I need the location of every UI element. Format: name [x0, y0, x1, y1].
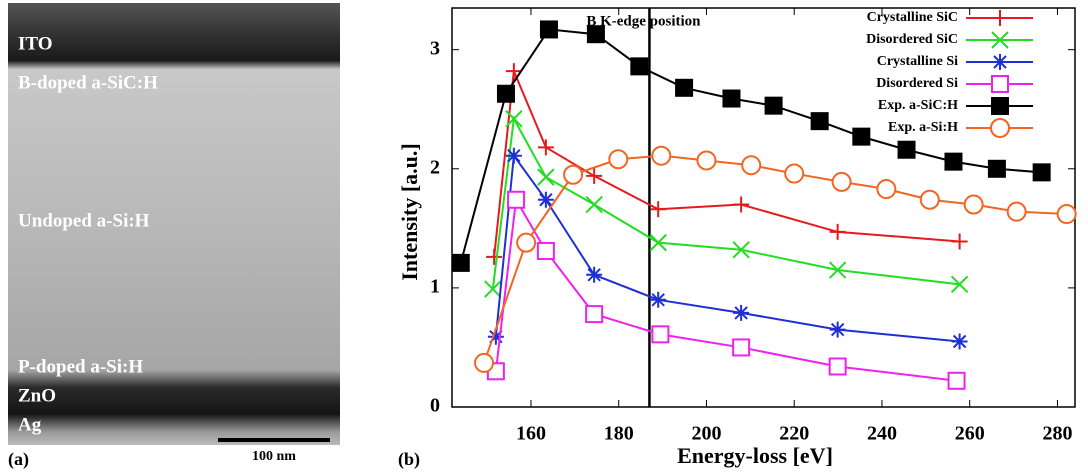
layer-label: ITO	[18, 33, 53, 54]
data-point	[833, 173, 851, 191]
figure: ITO B-doped a-SiC:H Undoped a-Si:H P-doped …	[0, 0, 1088, 470]
y-tick-label: 1	[430, 275, 440, 297]
panel-label: (b)	[398, 449, 420, 470]
x-tick-label: 200	[691, 423, 721, 445]
y-tick-label: 2	[430, 156, 440, 178]
data-point	[652, 326, 668, 342]
data-point	[506, 148, 522, 164]
series-line	[496, 200, 957, 381]
legend-label: Exp. a-Si:H	[888, 120, 958, 135]
data-point	[733, 339, 749, 355]
layer-label: ZnO	[18, 385, 56, 406]
data-point	[564, 166, 582, 184]
data-point	[949, 373, 965, 389]
data-point	[742, 156, 760, 174]
layer-label: Ag	[18, 414, 42, 435]
x-tick-label: 280	[1042, 423, 1072, 445]
legend-label: Disordered SiC	[866, 32, 958, 47]
data-point	[586, 306, 602, 322]
data-point	[830, 224, 846, 240]
legend-marker	[992, 54, 1008, 70]
panel-label: (a)	[8, 449, 29, 470]
data-point	[508, 192, 524, 208]
data-point	[609, 150, 627, 168]
data-point	[676, 80, 692, 96]
data-point	[475, 354, 493, 372]
x-axis-label: Energy-loss [eV]	[677, 443, 833, 468]
data-point	[538, 243, 554, 259]
legend-label: Crystalline SiC	[867, 10, 958, 25]
data-point	[733, 305, 749, 321]
data-point	[586, 197, 602, 213]
data-point	[723, 91, 739, 107]
y-tick-label: 0	[430, 395, 440, 417]
data-point	[588, 26, 604, 42]
data-point	[506, 63, 522, 79]
data-point	[766, 98, 782, 114]
data-point	[538, 169, 554, 185]
data-point	[586, 267, 602, 283]
data-point	[899, 142, 915, 158]
x-tick-label: 240	[867, 423, 897, 445]
legend-label: Disordered Si	[876, 76, 958, 91]
data-point	[652, 147, 670, 165]
data-point	[952, 233, 968, 249]
data-point	[498, 86, 514, 102]
page: ITO B-doped a-SiC:H Undoped a-Si:H P-doped …	[0, 0, 1088, 470]
data-point	[697, 151, 715, 169]
legend-label: Crystalline Si	[877, 54, 958, 69]
data-point	[631, 58, 647, 74]
x-tick-label: 260	[955, 423, 985, 445]
data-point	[538, 139, 554, 155]
data-point	[921, 191, 939, 209]
data-point	[733, 197, 749, 213]
data-point	[945, 154, 961, 170]
data-point	[952, 333, 968, 349]
data-point	[785, 165, 803, 183]
data-point	[541, 21, 557, 37]
data-point	[1008, 203, 1026, 221]
data-point	[453, 255, 469, 271]
data-point	[650, 292, 666, 308]
y-tick-label: 3	[430, 37, 440, 59]
data-point	[486, 249, 502, 265]
x-tick-label: 160	[516, 423, 546, 445]
data-point	[650, 201, 666, 217]
data-point	[1034, 164, 1050, 180]
series-line	[484, 156, 1067, 363]
legend-marker	[992, 98, 1008, 114]
layer-label: P-doped a-Si:H	[18, 356, 143, 377]
layer-label: B-doped a-SiC:H	[18, 72, 158, 93]
scale-bar-label: 100 nm	[252, 449, 296, 464]
data-point	[830, 322, 846, 338]
layer-label: Undoped a-Si:H	[18, 210, 150, 231]
data-point	[877, 180, 895, 198]
x-tick-label: 220	[779, 423, 809, 445]
legend-marker	[991, 119, 1009, 137]
legend-marker	[992, 10, 1008, 26]
y-axis-label: Intensity [a.u.]	[397, 143, 422, 281]
legend-marker	[992, 76, 1008, 92]
data-point	[989, 161, 1005, 177]
legend-label: Exp. a-SiC:H	[878, 98, 958, 113]
data-point	[965, 196, 983, 214]
data-point	[1058, 205, 1076, 223]
data-point	[517, 234, 535, 252]
x-tick-label: 180	[604, 423, 634, 445]
data-point	[853, 129, 869, 145]
data-point	[830, 359, 846, 375]
data-point	[812, 113, 828, 129]
